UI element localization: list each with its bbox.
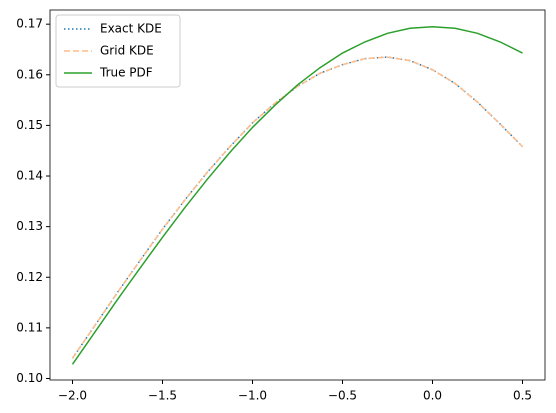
y-tick-label: 0.12 [16, 270, 43, 284]
x-tick-label: 0.5 [513, 389, 532, 403]
legend-label: Grid KDE [100, 44, 154, 58]
y-tick-label: 0.10 [16, 371, 43, 385]
legend-box [55, 14, 181, 88]
x-tick-label: 0.0 [423, 389, 442, 403]
y-tick-label: 0.16 [16, 67, 43, 81]
x-tick-label: −1.5 [148, 389, 177, 403]
y-tick-label: 0.14 [16, 169, 43, 183]
y-tick-label: 0.15 [16, 118, 43, 132]
x-tick-label: −2.0 [58, 389, 87, 403]
legend-label: True PDF [99, 66, 153, 80]
line [71, 56, 524, 359]
y-tick-label: 0.11 [16, 320, 43, 334]
line [71, 25, 523, 365]
legend-label: Exact KDE [100, 22, 162, 36]
x-tick-label: −1.0 [238, 389, 267, 403]
y-tick-label: 0.17 [16, 17, 43, 31]
line [71, 56, 524, 359]
y-tick-label: 0.13 [16, 219, 43, 233]
plot-frame [49, 9, 546, 381]
x-tick-label: −0.5 [328, 389, 357, 403]
